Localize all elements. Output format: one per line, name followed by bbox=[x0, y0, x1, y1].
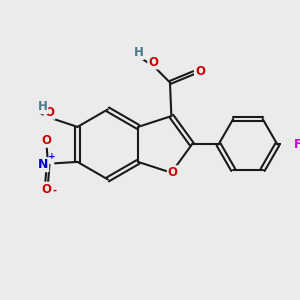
Text: +: + bbox=[48, 152, 55, 161]
Text: O: O bbox=[168, 166, 178, 179]
Text: O: O bbox=[148, 56, 158, 69]
Text: N: N bbox=[38, 158, 48, 171]
Text: O: O bbox=[44, 106, 55, 119]
Text: O: O bbox=[41, 183, 51, 196]
Text: H: H bbox=[38, 100, 47, 113]
Text: -: - bbox=[52, 186, 56, 196]
Text: H: H bbox=[134, 46, 144, 59]
Text: F: F bbox=[294, 138, 300, 151]
Text: O: O bbox=[195, 65, 205, 78]
Text: O: O bbox=[41, 134, 51, 147]
